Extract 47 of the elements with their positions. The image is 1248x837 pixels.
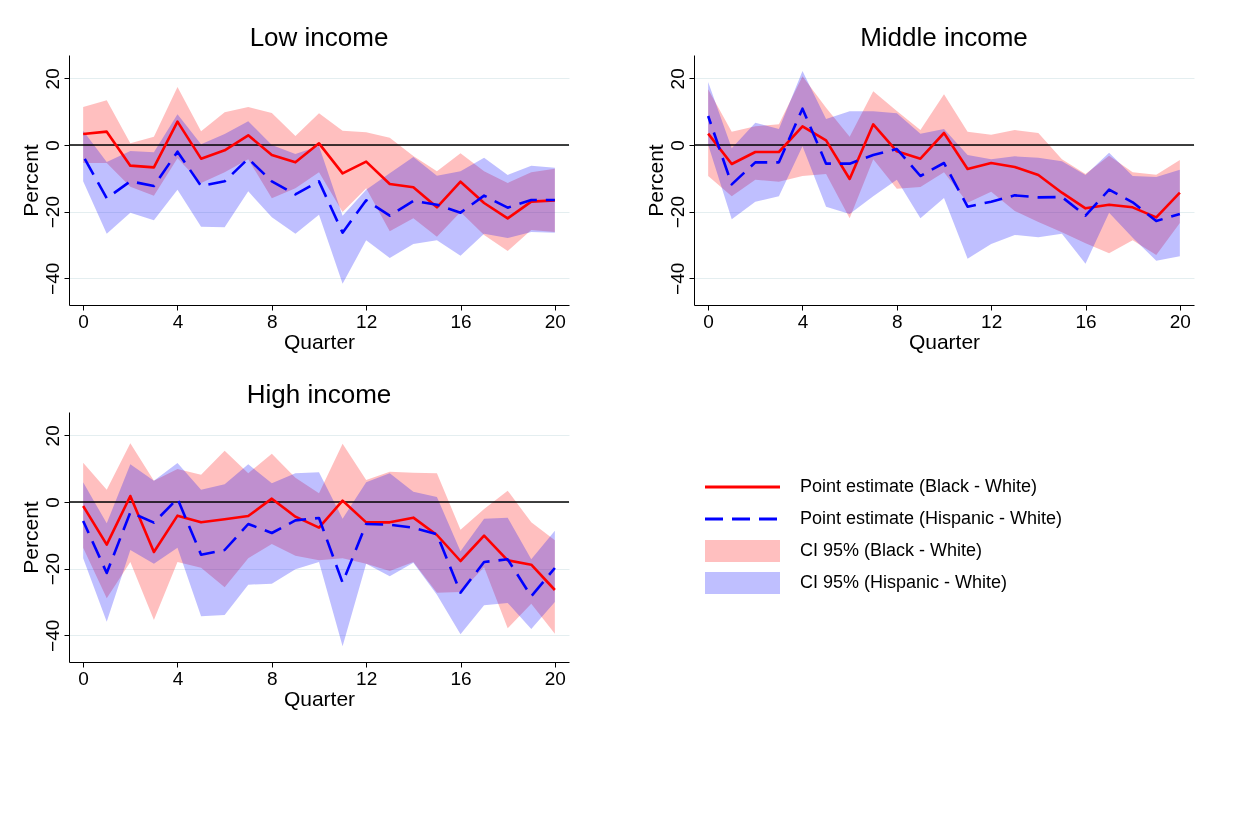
y-axis-title: Percent: [643, 144, 667, 217]
y-tick-label: 0: [41, 497, 63, 508]
x-tick-label: 20: [1169, 310, 1191, 332]
chart-title: Middle income: [860, 22, 1028, 52]
x-tick-label: 8: [892, 310, 903, 332]
y-tick-label: 20: [41, 425, 63, 447]
line-series: [706, 123, 1182, 219]
x-tick-label: 8: [267, 310, 278, 332]
line-series: [81, 120, 557, 220]
y-tick-label: −40: [666, 262, 688, 295]
chart-title: Low income: [249, 22, 389, 52]
chart-title: High income: [246, 379, 392, 409]
x-tick-label: 16: [1075, 310, 1097, 332]
x-tick-label: 8: [267, 667, 278, 689]
x-tick-label: 0: [78, 667, 89, 689]
x-axis-title: Quarter: [283, 329, 356, 353]
x-tick-label: 16: [450, 310, 472, 332]
x-tick-label: 16: [450, 667, 472, 689]
y-tick-label: 0: [666, 140, 688, 151]
y-axis-title: Percent: [18, 144, 42, 217]
x-tick-label: 0: [703, 310, 714, 332]
legend-label: Point estimate (Hispanic - White): [800, 508, 1063, 528]
y-tick-label: −40: [41, 262, 63, 295]
y-tick-label: −20: [41, 553, 63, 586]
x-tick-label: 20: [544, 667, 566, 689]
y-tick-label: 20: [666, 68, 688, 90]
x-tick-label: 20: [544, 310, 566, 332]
y-tick-label: 20: [41, 68, 63, 90]
text: CI 95% (Black - White): [800, 540, 983, 560]
x-tick-label: 12: [356, 310, 378, 332]
line-series: [706, 107, 1182, 223]
x-tick-label: 12: [356, 667, 378, 689]
y-tick-label: −20: [666, 196, 688, 229]
x-tick-label: 12: [981, 310, 1003, 332]
x-axis-title: Quarter: [908, 329, 981, 353]
x-tick-label: 0: [78, 310, 89, 332]
legend-label: Point estimate (Black - White): [800, 476, 1038, 496]
y-tick-label: −40: [41, 619, 63, 652]
x-tick-label: 4: [172, 667, 184, 689]
text: CI 95% (Hispanic - White): [800, 572, 1008, 592]
y-axis-title: Percent: [18, 501, 42, 574]
x-tick-label: 4: [172, 310, 184, 332]
x-tick-label: 4: [797, 310, 809, 332]
y-tick-label: 0: [41, 140, 63, 151]
y-tick-label: −20: [41, 196, 63, 229]
x-axis-title: Quarter: [283, 686, 356, 710]
line-series: [81, 150, 557, 234]
